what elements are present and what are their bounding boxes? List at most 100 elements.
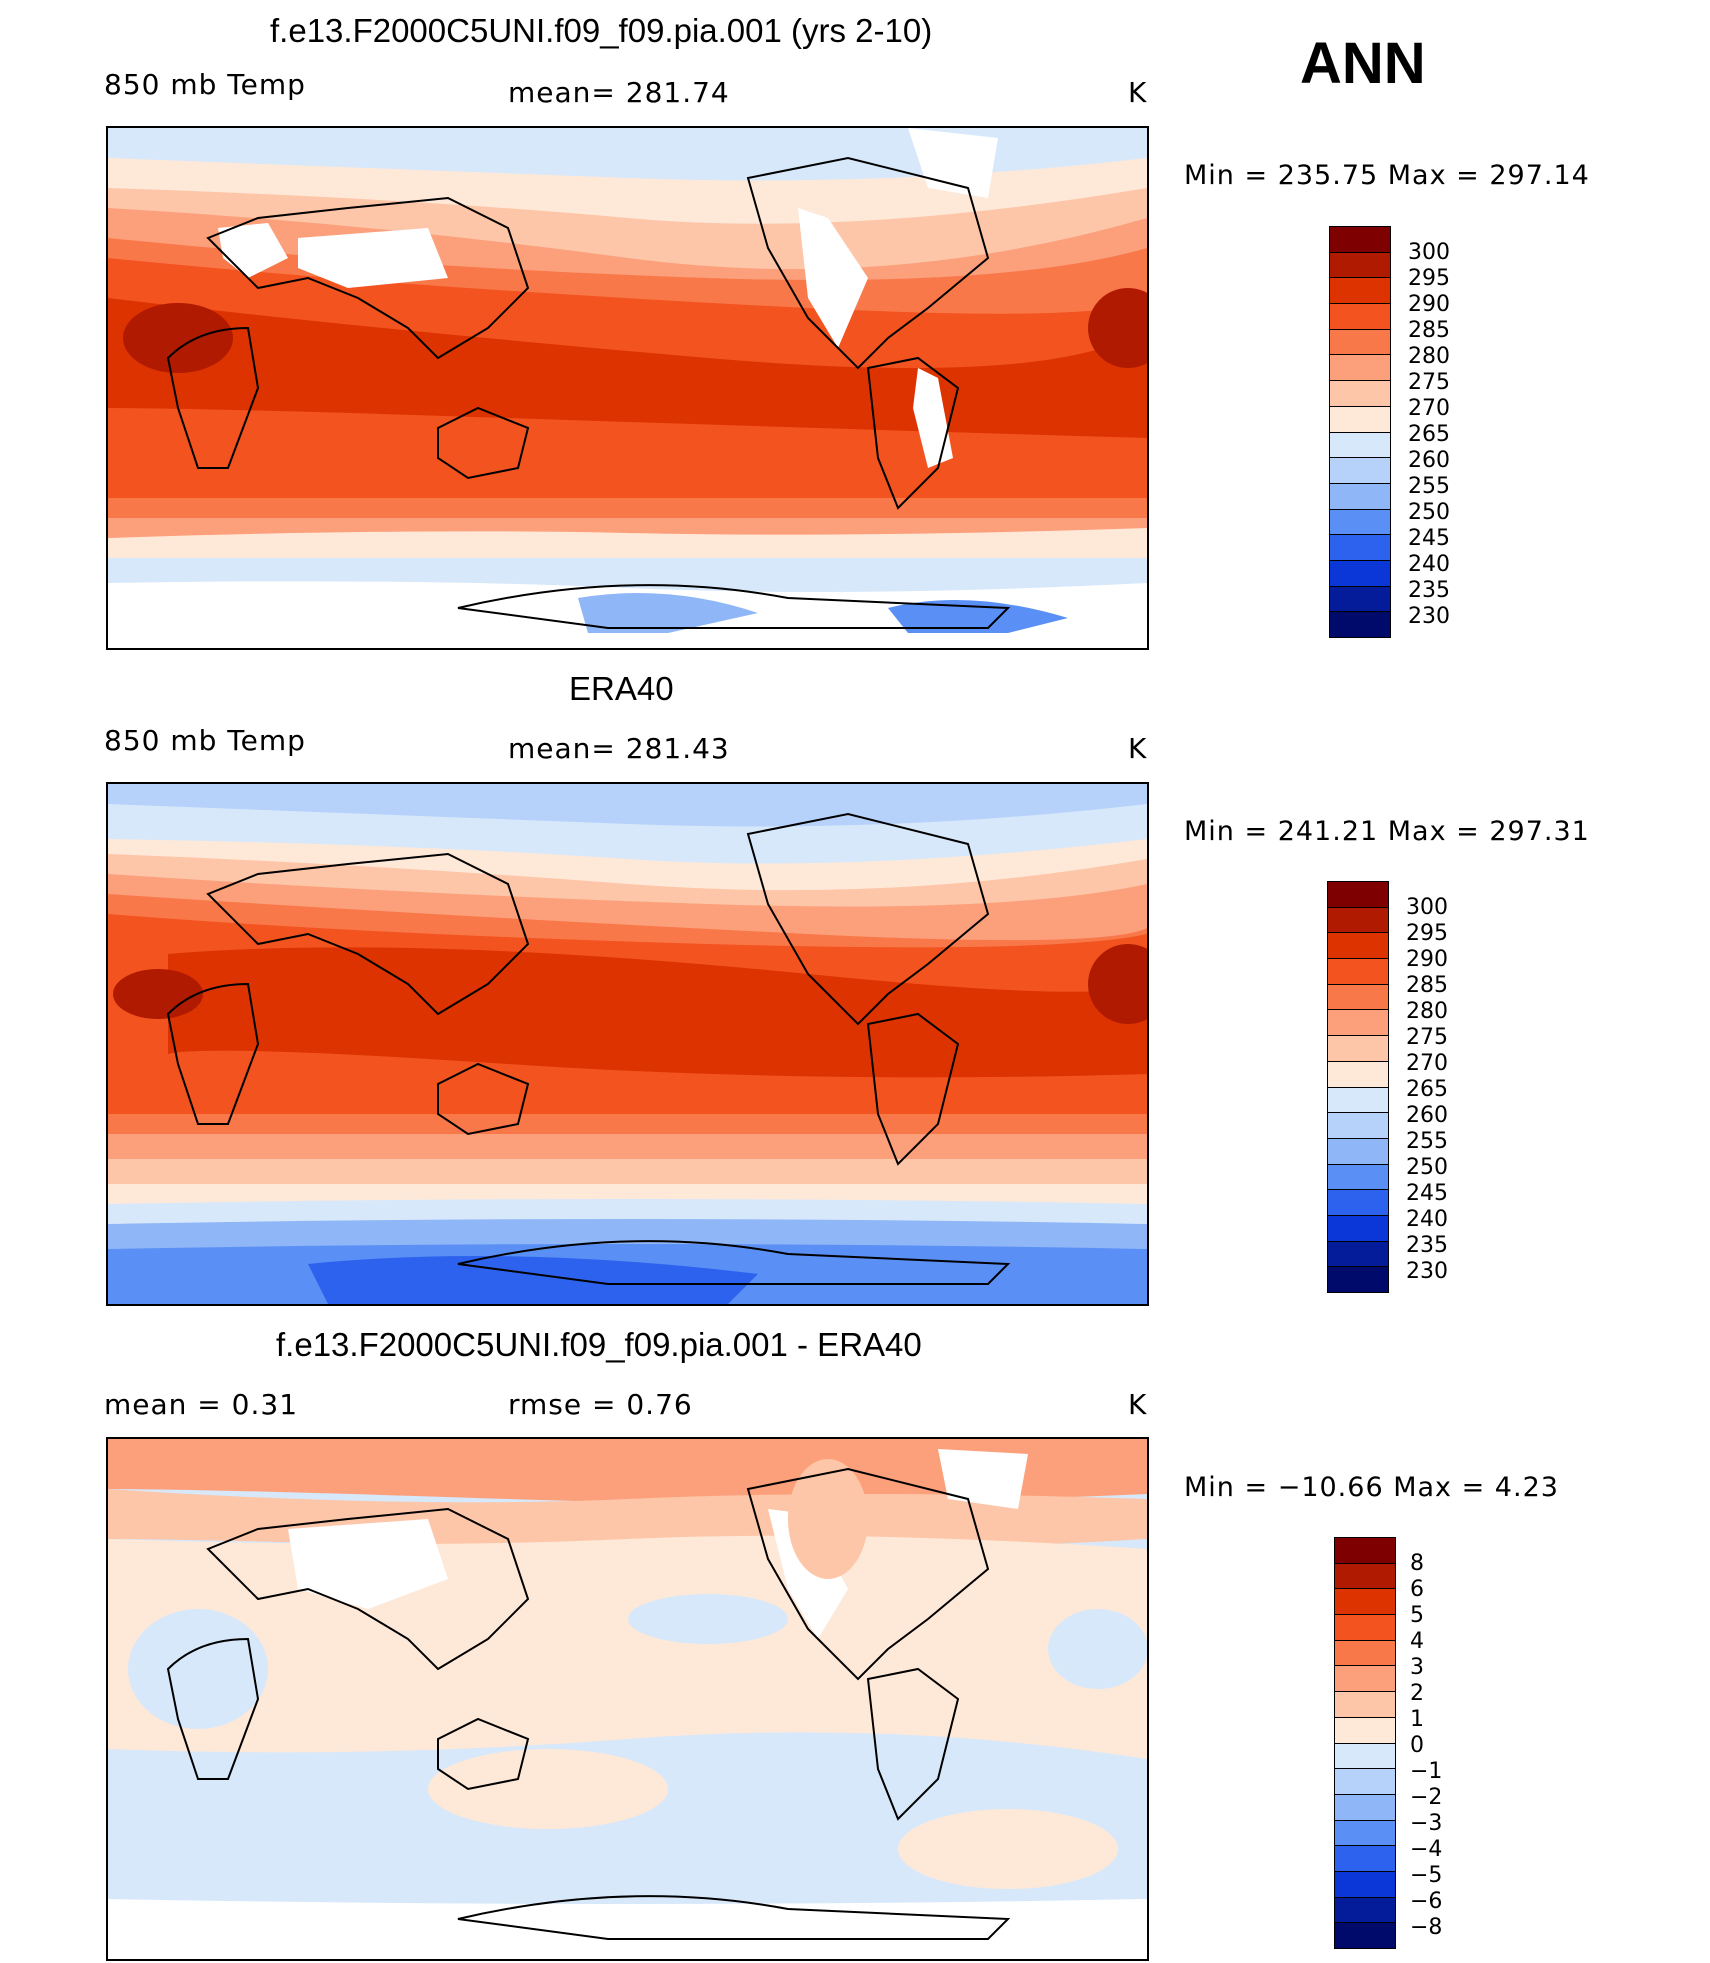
colorbar-swatch: [1335, 1820, 1395, 1847]
colorbar-swatch: [1330, 329, 1390, 356]
colorbar-tick: 5: [1410, 1603, 1424, 1628]
colorbar-tick: 265: [1408, 422, 1450, 447]
colorbar-swatch: [1335, 1846, 1395, 1872]
colorbar-swatch: [1328, 1190, 1388, 1216]
colorbar-tick: 290: [1406, 947, 1448, 972]
panel-1-units: K: [1128, 76, 1148, 109]
colorbar-swatch: [1335, 1769, 1395, 1795]
colorbar-swatch: [1328, 1241, 1388, 1268]
panel-3-title: f.e13.F2000C5UNI.f09_f09.pia.001 - ERA40: [276, 1326, 922, 1363]
colorbar-tick: 230: [1408, 604, 1450, 629]
colorbar-swatch: [1328, 1215, 1388, 1242]
colorbar-swatch: [1328, 1061, 1388, 1088]
colorbar-swatch: [1335, 1589, 1395, 1616]
colorbar-swatch: [1328, 1010, 1388, 1037]
panel-1-minmax: Min = 235.75 Max = 297.14: [1184, 160, 1590, 191]
colorbar-tick: 260: [1406, 1103, 1448, 1128]
colorbar-tick: 4: [1410, 1629, 1424, 1654]
panel-1-variable-label: 850 mb Temp: [104, 68, 306, 101]
colorbar-tick: 255: [1406, 1129, 1448, 1154]
colorbar-swatch: [1328, 1113, 1388, 1139]
colorbar-tick: 270: [1408, 396, 1450, 421]
colorbar-swatch: [1335, 1563, 1395, 1590]
colorbar-swatch: [1328, 882, 1388, 908]
season-label: ANN: [1300, 31, 1426, 96]
colorbar-tick: 280: [1406, 999, 1448, 1024]
panel-1-colorbar-ticks: 300 295 290 285 280 275 270 265 260 255 …: [1408, 240, 1450, 630]
panel-3-contour-plot: [108, 1439, 1147, 1959]
panel-1-title: f.e13.F2000C5UNI.f09_f09.pia.001 (yrs 2-…: [270, 12, 933, 49]
colorbar-swatch: [1328, 907, 1388, 934]
colorbar-swatch: [1330, 458, 1390, 484]
colorbar-swatch: [1330, 278, 1390, 305]
panel-3-minmax: Min = −10.66 Max = 4.23: [1184, 1472, 1559, 1503]
colorbar-swatch: [1335, 1743, 1395, 1770]
colorbar-tick: 260: [1408, 448, 1450, 473]
colorbar-swatch: [1335, 1666, 1395, 1693]
colorbar-tick: 285: [1406, 973, 1448, 998]
colorbar-tick: 230: [1406, 1259, 1448, 1284]
colorbar-swatch: [1335, 1615, 1395, 1641]
panel-3-colorbar: [1334, 1537, 1396, 1949]
colorbar-swatch: [1335, 1923, 1395, 1948]
panel-2-map: [106, 782, 1149, 1306]
colorbar-tick: 270: [1406, 1051, 1448, 1076]
colorbar-tick: 245: [1408, 526, 1450, 551]
colorbar-tick: 3: [1410, 1655, 1424, 1680]
panel-1-colorbar: [1329, 226, 1391, 638]
colorbar-tick: 275: [1408, 370, 1450, 395]
colorbar-tick: 0: [1410, 1733, 1424, 1758]
panel-1-contour-plot: [108, 128, 1147, 648]
panel-2-variable-label: 850 mb Temp: [104, 724, 306, 757]
panel-3-map: [106, 1437, 1149, 1961]
colorbar-tick: 295: [1408, 266, 1450, 291]
colorbar-tick: 2: [1410, 1681, 1424, 1706]
panel-2-mean-label: mean= 281.43: [508, 732, 730, 765]
colorbar-swatch: [1335, 1717, 1395, 1744]
colorbar-swatch: [1330, 252, 1390, 279]
colorbar-tick: 245: [1406, 1181, 1448, 1206]
panel-2-minmax: Min = 241.21 Max = 297.31: [1184, 816, 1590, 847]
panel-3-rmse-label: rmse = 0.76: [508, 1388, 693, 1421]
colorbar-swatch: [1328, 1164, 1388, 1191]
panel-2-colorbar-ticks: 300 295 290 285 280 275 270 265 260 255 …: [1406, 895, 1448, 1285]
colorbar-swatch: [1330, 227, 1390, 253]
colorbar-tick: 8: [1410, 1551, 1424, 1576]
panel-2-title: ERA40: [569, 670, 674, 707]
colorbar-tick: 250: [1408, 500, 1450, 525]
colorbar-tick: −2: [1410, 1785, 1443, 1810]
colorbar-swatch: [1330, 509, 1390, 536]
colorbar-tick: 300: [1406, 895, 1448, 920]
panel-3-colorbar-ticks: 8 6 5 4 3 2 1 0 −1 −2 −3 −4 −5 −6 −8: [1410, 1551, 1442, 1941]
colorbar-swatch: [1330, 586, 1390, 613]
colorbar-swatch: [1335, 1897, 1395, 1924]
panel-3-mean-label: mean = 0.31: [104, 1388, 299, 1421]
colorbar-swatch: [1330, 432, 1390, 459]
colorbar-tick: −3: [1410, 1811, 1443, 1836]
colorbar-swatch: [1328, 984, 1388, 1011]
colorbar-tick: 1: [1410, 1707, 1424, 1732]
colorbar-swatch: [1330, 535, 1390, 561]
colorbar-swatch: [1328, 1036, 1388, 1062]
colorbar-tick: 285: [1408, 318, 1450, 343]
colorbar-tick: −8: [1410, 1915, 1443, 1940]
panel-2-contour-plot: [108, 784, 1147, 1304]
colorbar-tick: 275: [1406, 1025, 1448, 1050]
colorbar-swatch: [1330, 355, 1390, 382]
panel-2-units: K: [1128, 732, 1148, 765]
colorbar-swatch: [1330, 483, 1390, 510]
colorbar-swatch: [1335, 1794, 1395, 1821]
colorbar-tick: 280: [1408, 344, 1450, 369]
panel-3-units: K: [1128, 1388, 1148, 1421]
colorbar-tick: 240: [1406, 1207, 1448, 1232]
colorbar-swatch: [1330, 612, 1390, 637]
colorbar-swatch: [1335, 1538, 1395, 1564]
colorbar-swatch: [1330, 381, 1390, 407]
colorbar-tick: −6: [1410, 1889, 1443, 1914]
colorbar-swatch: [1328, 933, 1388, 960]
colorbar-tick: 240: [1408, 552, 1450, 577]
colorbar-tick: 6: [1410, 1577, 1424, 1602]
colorbar-swatch: [1328, 1138, 1388, 1165]
colorbar-tick: 290: [1408, 292, 1450, 317]
colorbar-tick: 250: [1406, 1155, 1448, 1180]
